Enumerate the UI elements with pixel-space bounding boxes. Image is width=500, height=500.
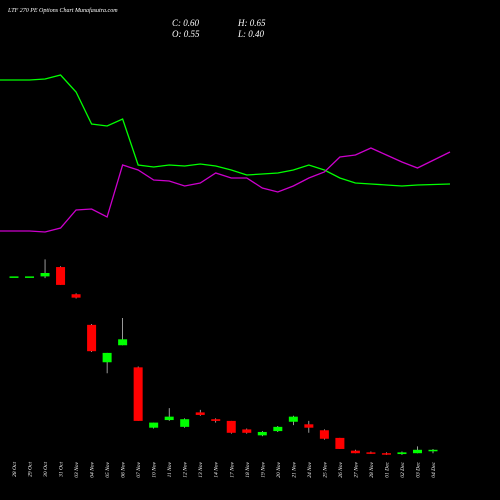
candle-body xyxy=(335,437,345,449)
candle-body xyxy=(366,452,376,454)
indicator-line xyxy=(0,147,451,233)
x-tick-label: 21 Nov xyxy=(291,461,297,477)
candle-body xyxy=(428,449,438,452)
candle-body xyxy=(164,416,174,421)
x-tick-label: 25 Nov xyxy=(322,461,328,477)
open-info: O: 0.55 xyxy=(172,29,200,39)
indicator-line xyxy=(0,74,451,187)
candle-body xyxy=(56,267,66,285)
x-tick-label: 31 Oct xyxy=(59,462,65,478)
x-tick-label: 24 Nov xyxy=(306,461,313,477)
x-tick-label: 30 Oct xyxy=(43,462,49,478)
high-info: H: 0.65 xyxy=(237,18,266,28)
x-tick-label: 04 Dec xyxy=(430,461,437,477)
low-info: L: 0.40 xyxy=(237,29,265,39)
x-tick-label: 13 Nov xyxy=(198,461,204,477)
candle-body xyxy=(102,352,112,363)
x-tick-label: 29 Oct xyxy=(28,462,34,477)
candle-body xyxy=(273,426,283,432)
candle-body xyxy=(304,424,314,428)
candle-body xyxy=(40,273,50,277)
x-tick-label: 02 Dec xyxy=(400,461,406,477)
x-tick-label: 04 Nov xyxy=(89,461,96,477)
x-tick-label: 10 Nov xyxy=(152,461,158,477)
x-tick-label: 12 Nov xyxy=(183,461,189,477)
candle-body xyxy=(180,419,190,427)
x-tick-label: 28 Oct xyxy=(12,462,18,477)
x-tick-label: 05 Nov xyxy=(105,461,111,477)
close-info: C: 0.60 xyxy=(172,18,200,28)
candle-body xyxy=(133,367,143,421)
candle-body xyxy=(195,412,205,415)
candle-body xyxy=(381,453,391,455)
x-tick-label: 28 Nov xyxy=(369,461,375,477)
candle-body xyxy=(412,449,422,454)
candle-body xyxy=(288,416,298,422)
x-tick-label: 11 Nov xyxy=(167,461,173,477)
candle-body xyxy=(118,339,128,346)
candle-body xyxy=(211,419,221,421)
x-tick-label: 26 Nov xyxy=(338,461,344,477)
candle-body xyxy=(257,431,267,436)
x-tick-label: 14 Nov xyxy=(213,461,220,477)
candle-body xyxy=(397,452,407,455)
candle-body xyxy=(71,294,81,298)
x-tick-label: 19 Nov xyxy=(260,461,266,477)
candle-body xyxy=(242,429,252,433)
candle-body xyxy=(25,276,35,278)
candle-body xyxy=(87,324,97,352)
x-tick-label: 03 Dec xyxy=(415,461,421,477)
candle-body xyxy=(350,450,360,454)
x-tick-label: 07 Nov xyxy=(136,461,142,477)
x-tick-label: 06 Nov xyxy=(121,461,127,477)
chart-title: LTF 270 PE Options Chart Munafasutra.com xyxy=(7,7,118,14)
candle-body xyxy=(226,420,236,433)
x-tick-label: 17 Nov xyxy=(229,461,235,477)
candle-body xyxy=(149,422,159,428)
x-tick-label: 20 Nov xyxy=(276,461,282,477)
candle-body xyxy=(9,276,19,278)
x-tick-label: 27 Nov xyxy=(353,461,359,477)
candle-body xyxy=(319,430,329,439)
x-tick-label: 01 Dec xyxy=(384,461,390,477)
x-tick-label: 18 Nov xyxy=(245,461,251,477)
x-tick-label: 03 Nov xyxy=(74,461,80,477)
